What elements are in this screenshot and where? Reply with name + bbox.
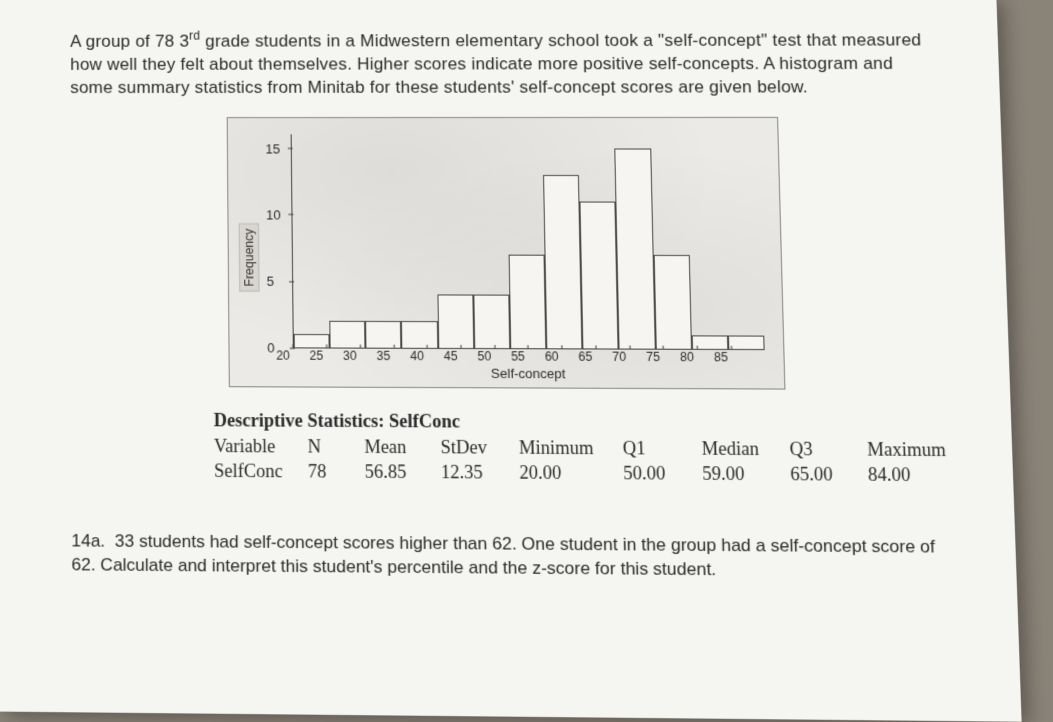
stats-data-cell: 12.35 [441, 460, 497, 486]
histogram-bar [615, 148, 656, 349]
y-tick: 5 [267, 273, 275, 288]
histogram-bar [509, 255, 547, 349]
y-tick: 10 [266, 207, 281, 222]
question-14a: 14a. 33 students had self-concept scores… [71, 530, 953, 584]
x-axis-label: Self-concept [293, 365, 766, 382]
histogram-bar [580, 201, 619, 349]
x-tick: 40 [410, 349, 444, 364]
histogram-bars [292, 135, 765, 350]
question-text: 33 students had self-concept scores high… [71, 532, 935, 580]
histogram-bar [401, 321, 437, 348]
stats-data-cell: 84.00 [868, 462, 951, 488]
x-tick: 65 [578, 350, 612, 365]
stats-data-cell: 56.85 [364, 459, 418, 485]
stats-data-cell: 78 [308, 459, 342, 484]
x-tick: 85 [714, 350, 748, 365]
stats-data-cell: 20.00 [519, 460, 601, 486]
stats-data-cell: 65.00 [790, 462, 845, 488]
stats-header-cell: Q1 [622, 435, 679, 461]
histogram-bar [294, 334, 330, 348]
histogram-bar [473, 295, 510, 349]
stats-data-cell: 59.00 [702, 461, 768, 487]
histogram-chart: Frequency 051015 20253035404550556065707… [227, 117, 786, 390]
stats-header-cell: Q3 [789, 436, 844, 462]
histogram-bar [653, 255, 692, 349]
x-tick: 55 [511, 350, 545, 365]
stats-header-cell: Minimum [519, 435, 600, 461]
stats-title: Descriptive Statistics: SelfConc [214, 408, 949, 437]
x-tick: 25 [310, 349, 344, 364]
histogram-bar [728, 336, 765, 350]
stats-data-cell: SelfConc [214, 458, 286, 484]
stats-header-cell: Variable [214, 433, 285, 458]
x-tick: 80 [680, 350, 714, 365]
stats-header-cell: Median [701, 436, 767, 462]
stats-header-cell: StDev [440, 434, 496, 459]
descriptive-statistics: Descriptive Statistics: SelfConc Variabl… [214, 408, 951, 488]
x-tick: 60 [545, 350, 579, 365]
stats-header-cell: Mean [364, 434, 418, 459]
histogram-bar [437, 295, 474, 349]
stats-data-row: SelfConc 78 56.85 12.35 20.00 50.00 59.00 65.00… [214, 458, 950, 488]
stats-data-cell: 50.00 [623, 461, 680, 487]
x-tick: 75 [646, 350, 680, 365]
plot-area: 051015 [291, 135, 765, 351]
question-label: 14a. [71, 531, 105, 551]
y-axis-label: Frequency [239, 223, 260, 291]
intro-paragraph: A group of 78 3rd grade students in a Mi… [70, 26, 938, 99]
x-tick: 35 [377, 349, 411, 364]
stats-header-cell: Maximum [867, 437, 950, 463]
x-tick: 30 [343, 349, 377, 364]
histogram-bar [543, 175, 583, 349]
y-tick: 15 [265, 140, 280, 155]
stats-header-cell: N [308, 434, 342, 459]
x-axis-ticks: 2025303540455055606570758085 [293, 349, 765, 365]
x-tick: 70 [612, 350, 646, 365]
x-tick: 20 [276, 349, 310, 364]
x-tick: 45 [444, 349, 478, 364]
y-tick: 0 [267, 340, 275, 355]
x-tick: 50 [477, 350, 511, 365]
worksheet-paper: A group of 78 3rd grade students in a Mi… [0, 0, 1022, 722]
histogram-bar [365, 321, 401, 348]
